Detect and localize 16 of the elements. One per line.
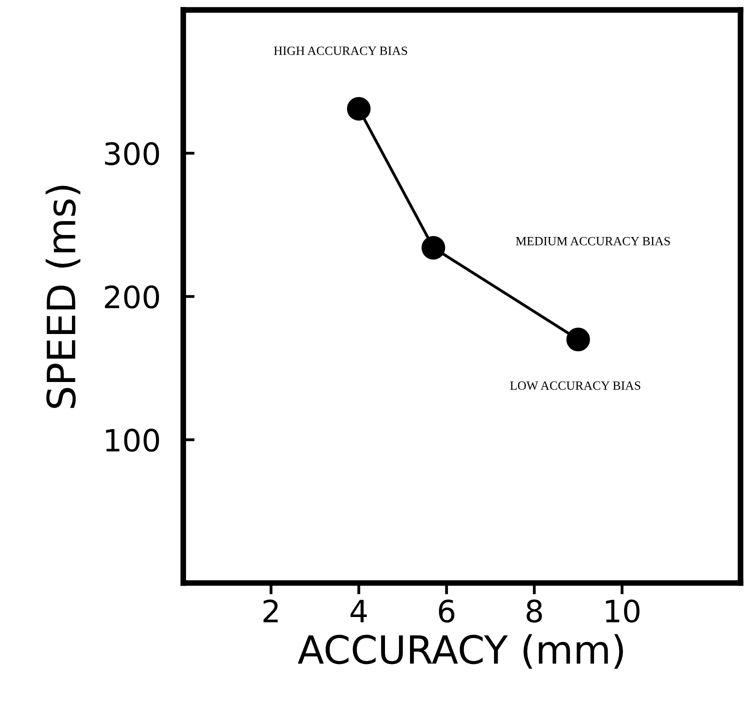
y-axis-title: SPEED (ms)	[46, 186, 80, 408]
y-tick-label: 100	[106, 428, 160, 452]
point	[346, 97, 371, 121]
x-tick-label: 4	[350, 600, 367, 622]
x-tick-label: 6	[438, 600, 454, 623]
x-axis-title: ACCURACY (mm)	[298, 634, 623, 669]
annotation: LOW ACCURACY BIAS	[510, 381, 640, 390]
annotation: HIGH ACCURACY BIAS	[274, 46, 408, 55]
x-tick-label: 10	[606, 600, 640, 623]
annotation: MEDIUM ACCURACY BIAS	[516, 236, 670, 246]
point	[566, 328, 590, 352]
y-tick-label: 300	[105, 142, 160, 166]
x-tick-label: 2	[264, 600, 278, 622]
y-tick-label: 200	[104, 285, 160, 309]
point	[422, 236, 446, 260]
x-tick-label: 8	[526, 600, 542, 623]
